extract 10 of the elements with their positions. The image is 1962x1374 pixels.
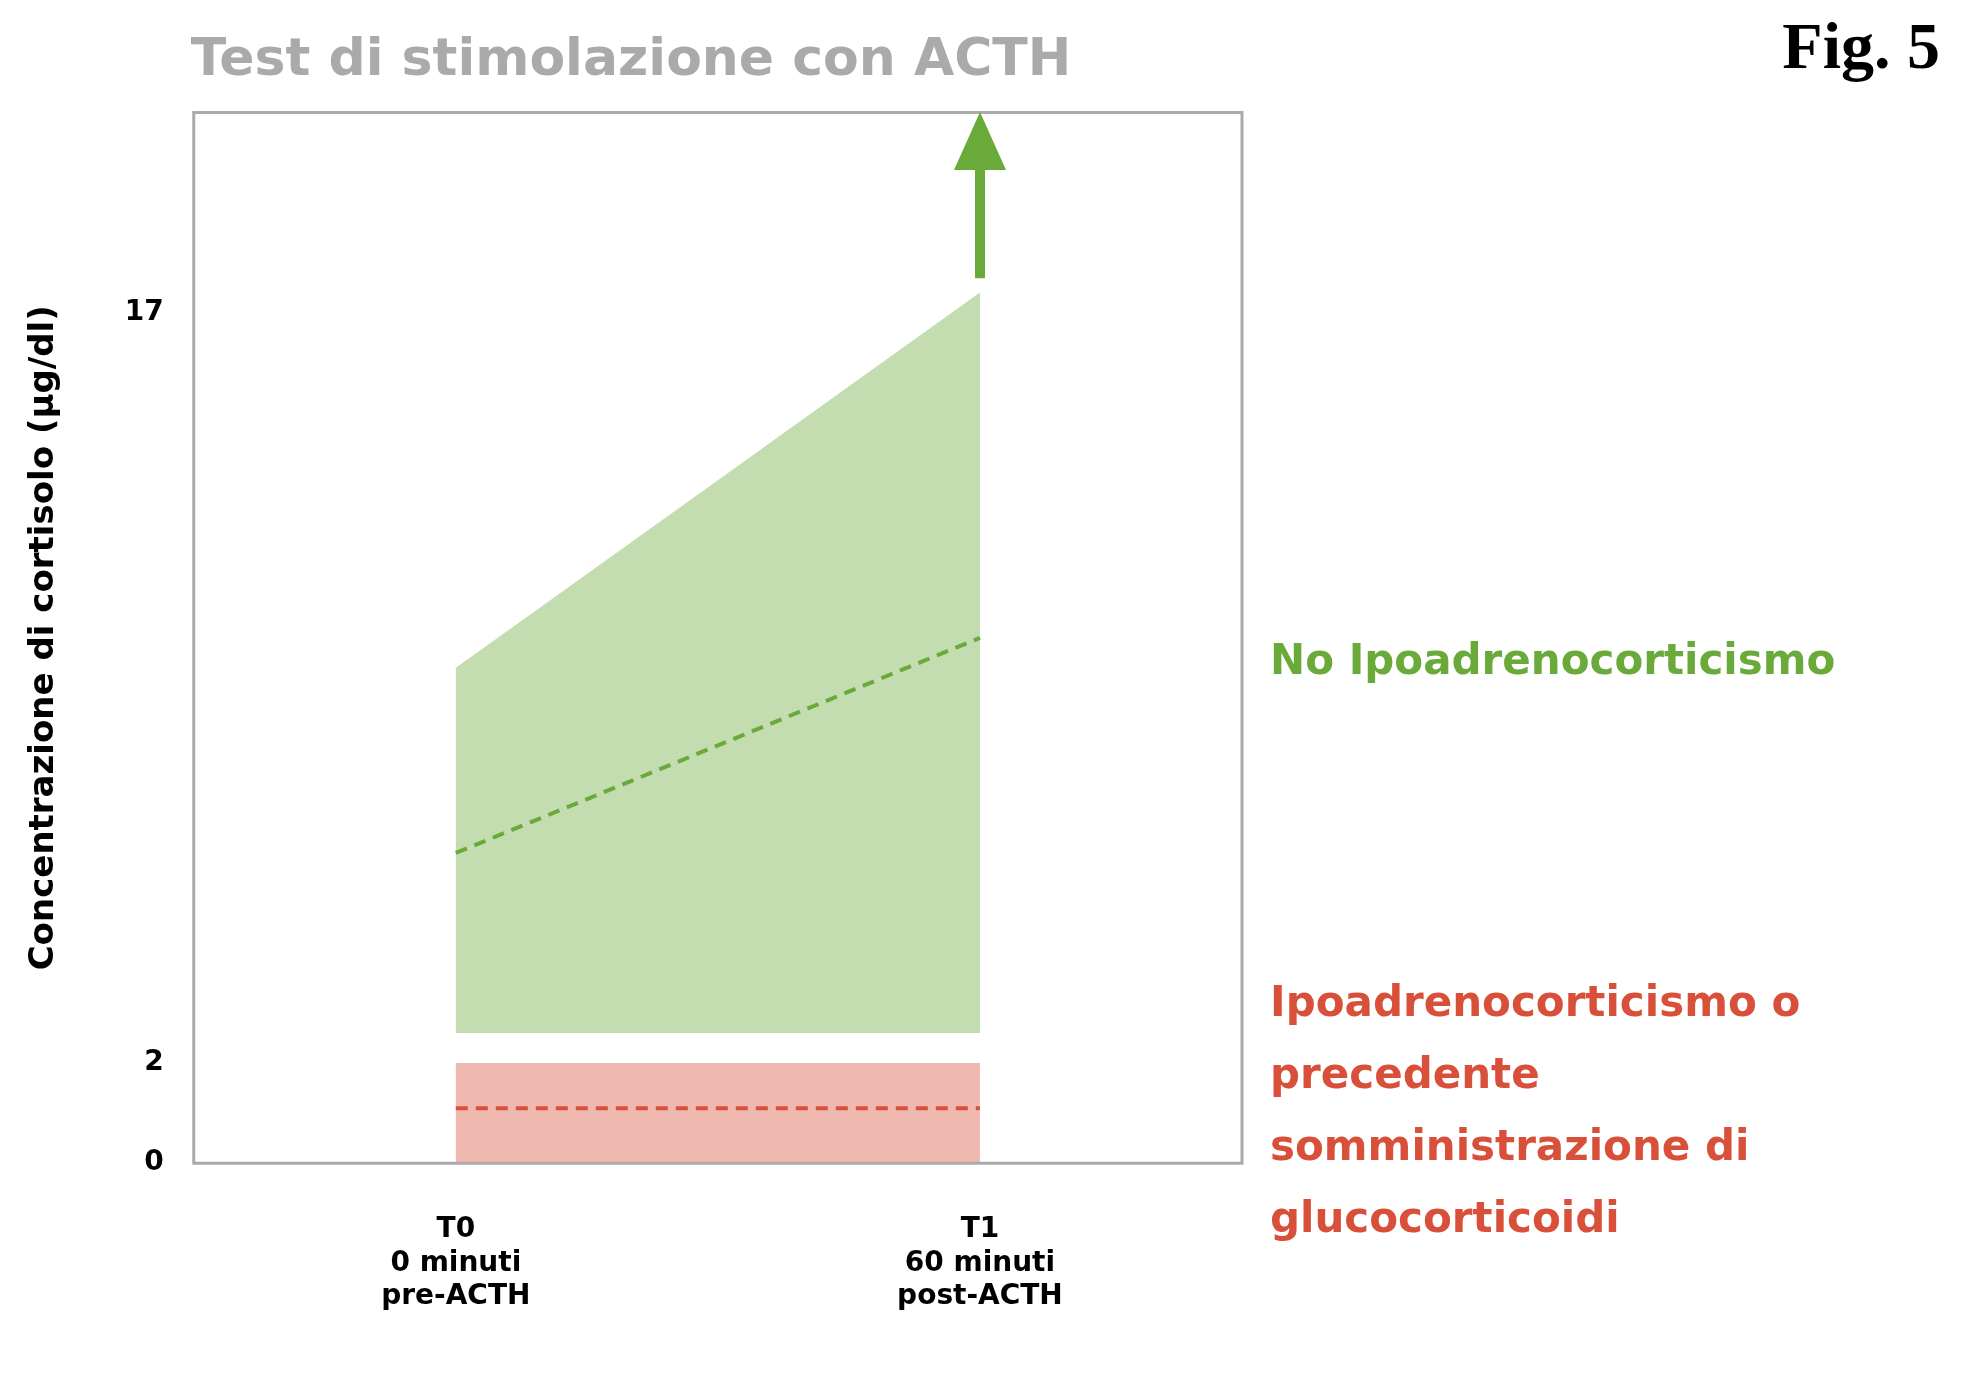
text: Ipoadrenocorticismo o precedente somministrazione di glucocorticoidi — [1270, 977, 1801, 1243]
x-tick-label: T0 0 minuti pre-ACTH — [381, 1211, 531, 1312]
chart-title: Test di stimolazione con ACTH — [190, 26, 1072, 87]
text: No Ipoadrenocorticismo — [1270, 634, 1836, 684]
y-tick-label: 0 — [144, 1144, 164, 1178]
y-tick-label: 17 — [124, 293, 164, 327]
y-axis-title: Concentrazione di cortisolo (µg/dl) — [21, 305, 62, 971]
caption: Fig. 5 — [1782, 9, 1940, 83]
y-tick-label: 2 — [144, 1044, 164, 1078]
x-tick-label: T1 60 minuti post-ACTH — [897, 1211, 1063, 1312]
